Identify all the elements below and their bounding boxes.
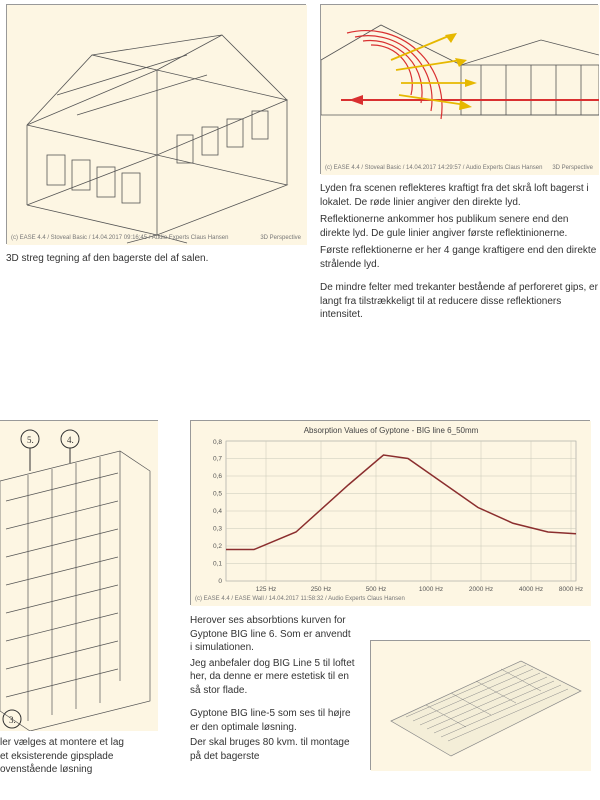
- bt-p3: Gyptone BIG line-5 som ses til højre er …: [190, 707, 355, 734]
- reflection-svg: [321, 5, 599, 175]
- gypsum-svg: 5. 4. 3.: [0, 421, 158, 731]
- meta-text: (c) EASE 4.4 / Stoveal Basic / 14.04.201…: [325, 165, 542, 171]
- bt-p4: Der skal bruges 80 kvm. til montage på d…: [190, 736, 355, 763]
- svg-text:250 Hz: 250 Hz: [311, 586, 332, 593]
- svg-text:2000 Hz: 2000 Hz: [469, 586, 493, 593]
- svg-text:0: 0: [218, 578, 222, 585]
- gypsum-caption: ler vælges at montere et lag et eksister…: [0, 736, 170, 777]
- svg-text:8000 Hz: 8000 Hz: [559, 586, 583, 593]
- meta-text: (c) EASE 4.4 / Stoveal Basic / 14.04.201…: [11, 235, 228, 241]
- svg-text:0,8: 0,8: [213, 439, 222, 446]
- svg-text:500 Hz: 500 Hz: [366, 586, 387, 593]
- bottom-text: Herover ses absorbtions kurven for Gypto…: [190, 614, 355, 763]
- wireframe-caption: 3D streg tegning af den bagerste del af …: [6, 252, 306, 266]
- reflection-text: Lyden fra scenen reflekteres kraftigt fr…: [320, 182, 598, 322]
- svg-text:125 Hz: 125 Hz: [256, 586, 277, 593]
- p4: De mindre felter med trekanter bestående…: [320, 281, 598, 322]
- absorption-chart-svg: Absorption Values of Gyptone - BIG line …: [191, 421, 591, 606]
- svg-text:0,1: 0,1: [213, 561, 222, 568]
- bt-p1: Herover ses absorbtions kurven for Gypto…: [190, 614, 355, 655]
- svg-text:4000 Hz: 4000 Hz: [519, 586, 543, 593]
- svg-text:0,6: 0,6: [213, 473, 222, 480]
- p3: Første reflektionerne er her 4 gange kra…: [320, 244, 598, 271]
- tile-panel: [370, 640, 590, 770]
- chart-meta: (c) EASE 4.4 / EASE Wall / 14.04.2017 11…: [195, 596, 405, 602]
- p1: Lyden fra scenen reflekteres kraftigt fr…: [320, 182, 598, 209]
- tile-svg: [371, 641, 591, 771]
- svg-text:0,7: 0,7: [213, 456, 222, 463]
- wireframe-3d-svg: [7, 5, 307, 245]
- svg-text:1000 Hz: 1000 Hz: [419, 586, 443, 593]
- chart-title: Absorption Values of Gyptone - BIG line …: [304, 426, 479, 435]
- svg-text:0,2: 0,2: [213, 543, 222, 550]
- svg-text:0,3: 0,3: [213, 526, 222, 533]
- absorption-chart-panel: Absorption Values of Gyptone - BIG line …: [190, 420, 590, 605]
- svg-text:0,4: 0,4: [213, 508, 222, 515]
- meta-perspective: 3D Perspective: [552, 165, 593, 171]
- gypsum-panel: 5. 4. 3.: [0, 420, 158, 730]
- callout-4: 4.: [67, 435, 74, 445]
- callout-5: 5.: [27, 435, 34, 445]
- reflection-panel: (c) EASE 4.4 / Stoveal Basic / 14.04.201…: [320, 4, 598, 174]
- wireframe-3d-panel: (c) EASE 4.4 / Stoveal Basic / 14.04.201…: [6, 4, 306, 244]
- meta-perspective: 3D Perspective: [260, 235, 301, 241]
- svg-text:0,5: 0,5: [213, 491, 222, 498]
- callout-3: 3.: [9, 715, 16, 725]
- p2: Reflektionerne ankommer hos publikum sen…: [320, 213, 598, 240]
- bt-p2: Jeg anbefaler dog BIG Line 5 til loftet …: [190, 657, 355, 698]
